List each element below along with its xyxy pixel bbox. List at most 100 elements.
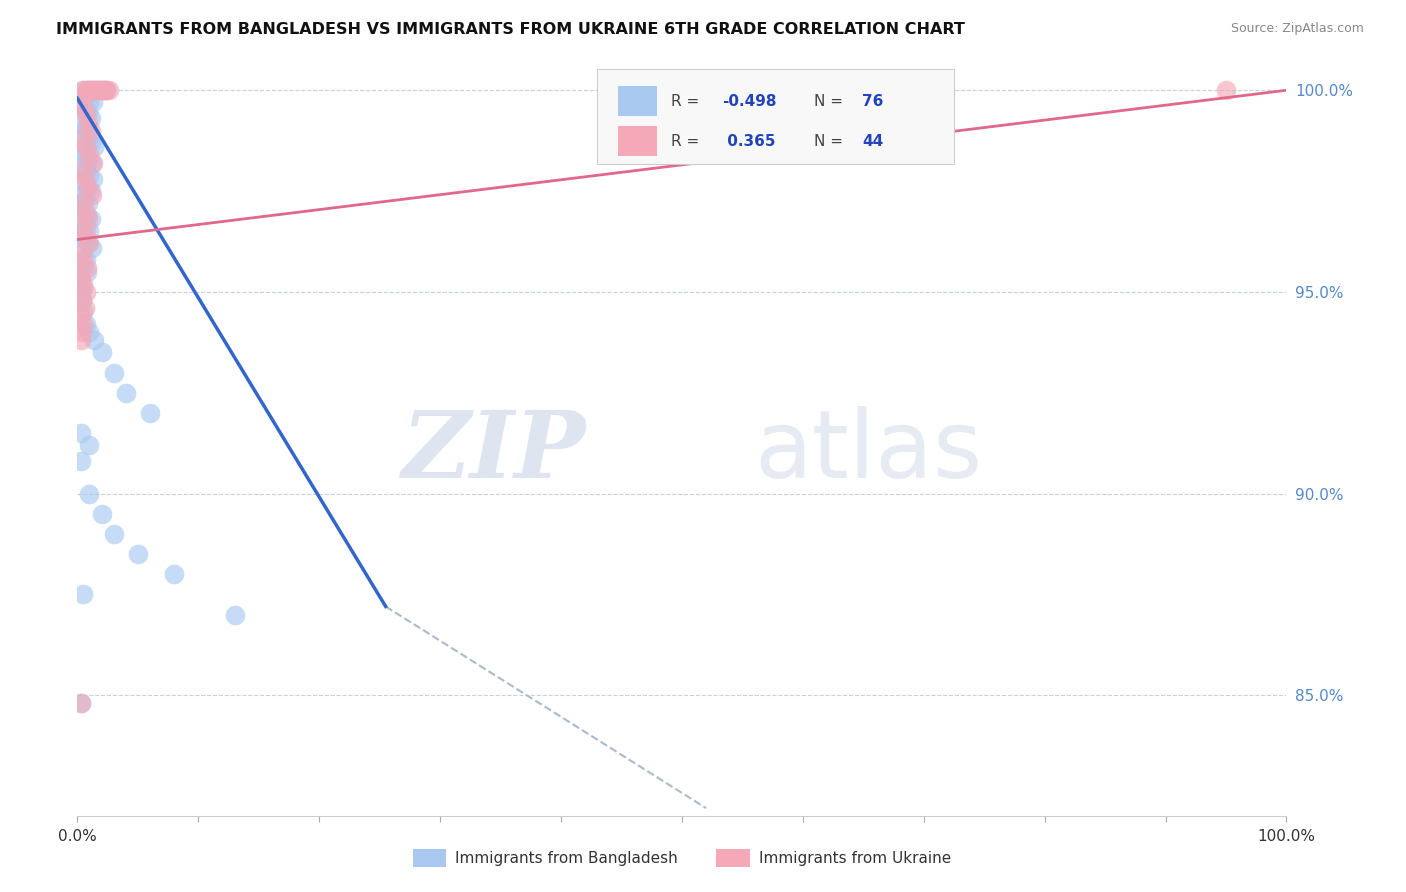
Point — [70, 216, 93, 230]
Point — [75, 285, 97, 299]
Point — [70, 144, 93, 158]
Point — [79, 486, 101, 500]
Bar — [617, 86, 657, 116]
Point — [76, 208, 98, 222]
Point — [70, 220, 93, 235]
Point — [72, 281, 94, 295]
Point — [86, 83, 108, 97]
Point — [70, 293, 93, 307]
Point — [77, 107, 100, 121]
Point — [79, 184, 101, 198]
Point — [79, 212, 101, 227]
Point — [70, 196, 93, 211]
Point — [70, 200, 93, 214]
Point — [224, 607, 246, 622]
Point — [70, 115, 93, 129]
Point — [70, 325, 93, 339]
Point — [83, 83, 105, 97]
Point — [82, 172, 104, 186]
Point — [79, 83, 101, 97]
Point — [83, 83, 105, 97]
Point — [83, 139, 105, 153]
Point — [70, 293, 93, 307]
Point — [76, 180, 98, 194]
Point — [79, 224, 101, 238]
Point — [80, 188, 103, 202]
Point — [73, 301, 96, 315]
Point — [79, 168, 101, 182]
Point — [70, 228, 93, 243]
Point — [90, 345, 112, 359]
Point — [70, 160, 93, 174]
Point — [79, 148, 101, 162]
Point — [77, 152, 100, 166]
Point — [103, 527, 125, 541]
Point — [82, 95, 104, 110]
Text: N =: N = — [814, 134, 848, 149]
Point — [79, 83, 101, 97]
Point — [79, 438, 101, 452]
Point — [77, 115, 100, 129]
Point — [72, 99, 94, 113]
Point — [80, 156, 103, 170]
Point — [139, 406, 162, 420]
Point — [75, 107, 97, 121]
Point — [73, 192, 96, 206]
Point — [70, 309, 93, 323]
Point — [90, 507, 112, 521]
Point — [70, 244, 93, 259]
Point — [87, 83, 110, 97]
Point — [75, 220, 97, 235]
Point — [77, 196, 100, 211]
Point — [72, 587, 94, 601]
Point — [72, 277, 94, 291]
Point — [93, 83, 115, 97]
Point — [70, 164, 93, 178]
Point — [72, 83, 94, 97]
Point — [72, 83, 94, 97]
Point — [72, 317, 94, 331]
Point — [70, 454, 93, 468]
Legend: Immigrants from Bangladesh, Immigrants from Ukraine: Immigrants from Bangladesh, Immigrants f… — [406, 843, 957, 873]
Point — [70, 244, 93, 259]
Point — [77, 123, 100, 137]
Point — [114, 385, 136, 400]
Point — [72, 176, 94, 190]
Point — [83, 333, 105, 347]
Point — [77, 212, 100, 227]
Point — [72, 204, 94, 219]
Point — [79, 136, 101, 150]
Point — [87, 83, 110, 97]
Point — [76, 260, 98, 275]
Point — [97, 83, 120, 97]
Text: Source: ZipAtlas.com: Source: ZipAtlas.com — [1230, 22, 1364, 36]
Point — [77, 236, 100, 251]
Point — [90, 83, 112, 97]
Point — [96, 83, 118, 97]
Text: IMMIGRANTS FROM BANGLADESH VS IMMIGRANTS FROM UKRAINE 6TH GRADE CORRELATION CHAR: IMMIGRANTS FROM BANGLADESH VS IMMIGRANTS… — [56, 22, 965, 37]
Text: 0.365: 0.365 — [721, 134, 775, 149]
Text: N =: N = — [814, 94, 848, 109]
Point — [70, 696, 93, 710]
Point — [1215, 83, 1237, 97]
Point — [82, 156, 104, 170]
Point — [70, 188, 93, 202]
Point — [70, 696, 93, 710]
Point — [79, 236, 101, 251]
Point — [73, 148, 96, 162]
Point — [79, 112, 101, 126]
Text: 76: 76 — [862, 94, 883, 109]
Point — [79, 325, 101, 339]
Bar — [617, 126, 657, 156]
Point — [80, 83, 103, 97]
Point — [75, 103, 97, 118]
Point — [75, 164, 97, 178]
Point — [93, 83, 115, 97]
Text: -0.498: -0.498 — [721, 94, 776, 109]
Point — [76, 131, 98, 145]
Point — [70, 425, 93, 440]
Point — [70, 268, 93, 283]
Point — [127, 547, 149, 561]
Point — [72, 260, 94, 275]
Point — [70, 257, 93, 271]
